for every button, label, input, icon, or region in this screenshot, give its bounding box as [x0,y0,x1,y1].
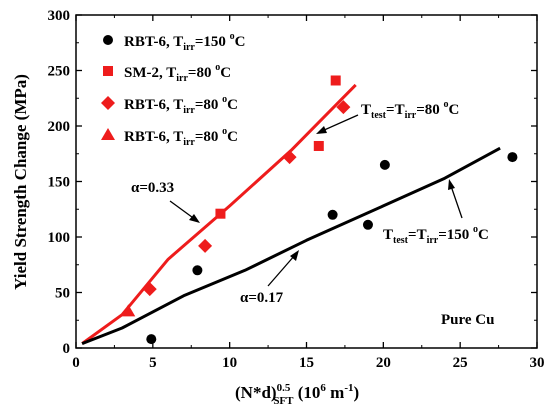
data-point-diamond [336,100,351,115]
data-point-circle [192,265,203,276]
y-tick-label: 50 [55,286,70,302]
ttest-red-arrow [321,114,359,132]
data-point-circle [379,159,390,170]
data-point-triangle [121,304,136,317]
alpha-red-arrowhead [189,214,200,223]
y-axis-label: Yield Strength Change (MPa) [11,74,30,290]
alpha-red-label: α=0.33 [131,180,174,196]
ttest-black-label: Ttest=Tirr=150 oC [383,224,489,246]
legend-label: RBT-6, Tirr=80 oC [124,94,238,116]
data-point-circle [146,334,157,345]
data-point-diamond [198,238,213,253]
legend-item-rbt6-150: RBT-6, Tirr=150 oC [103,31,246,53]
ttest-red-label: Ttest=Tirr=80 oC [361,99,459,121]
data-point-circle [507,152,518,163]
alpha-black-arrow [267,254,296,287]
legend-item-sm2-80: SM-2, Tirr=80 oC [103,62,231,84]
x-tick-label: 5 [149,355,157,371]
y-tick-label: 150 [48,175,71,191]
y-tick-label: 0 [63,341,71,357]
legend-marker-circle [103,35,113,45]
legend-label: RBT-6, Tirr=150 oC [124,31,246,53]
data-point-diamond [282,150,297,165]
x-tick-label: 10 [222,355,237,371]
data-point-square [215,208,226,219]
x-tick-label: 20 [376,355,391,371]
x-tick-label: 0 [72,355,80,371]
axis-ticks [75,14,538,349]
x-tick-label: 15 [299,355,314,371]
alpha-black-label: α=0.17 [240,290,284,306]
data-point-circle [362,219,373,230]
y-tick-label: 250 [48,64,71,80]
legend-label: SM-2, Tirr=80 oC [124,62,231,84]
data-point-circle [327,209,338,220]
data-point-square [313,140,324,151]
annotations: α=0.33 α=0.17 Ttest=Tirr=80 oC Ttest=Tir… [131,99,494,328]
y-tick-label: 100 [48,230,71,246]
data-point-square [330,75,341,86]
y-tick-label: 200 [48,119,71,135]
alpha-black-arrowhead [290,250,299,261]
data-points [121,75,518,345]
x-tick-label: 30 [530,355,545,371]
legend-marker-diamond [101,96,115,110]
ttest-black-arrowhead [448,179,455,190]
ttest-black-arrow [450,185,463,219]
ttest-red-arrowhead [316,126,327,134]
legend-item-rbt6-80-diamond: RBT-6, Tirr=80 oC [101,94,238,116]
fit-lines [81,83,501,345]
legend-label: RBT-6, Tirr=80 oC [124,126,238,148]
legend-marker-triangle [101,128,115,140]
y-tick-label: 300 [48,8,71,24]
legend-marker-square [103,66,113,76]
fit-line-black [81,146,501,345]
x-axis-label: (N*d)0.5 SFT (106 m-1) [235,382,359,407]
fit-line-red [81,83,357,345]
legend-item-rbt6-80-triangle: RBT-6, Tirr=80 oC [101,126,238,148]
data-point-diamond [142,282,157,297]
x-tick-label: 25 [453,355,468,371]
material-label: Pure Cu [441,312,494,328]
legend: RBT-6, Tirr=150 oC SM-2, Tirr=80 oC RBT-… [101,31,246,148]
